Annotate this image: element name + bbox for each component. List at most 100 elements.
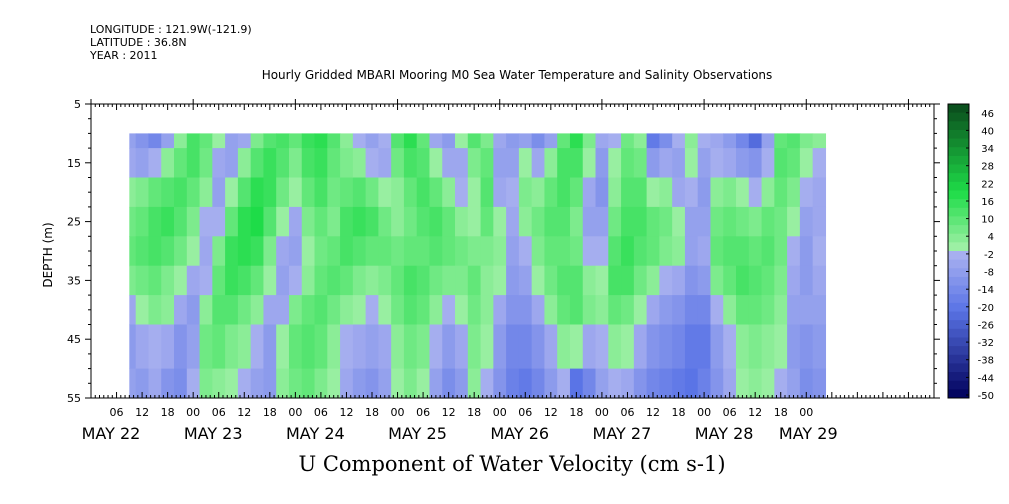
heatmap-cell xyxy=(365,133,379,149)
heatmap-cell xyxy=(799,177,814,208)
heatmap-cell xyxy=(557,133,571,149)
heatmap-cell xyxy=(723,265,737,296)
heatmap-cell xyxy=(148,148,162,179)
heatmap-cell xyxy=(129,295,137,326)
colorbar-band xyxy=(948,233,969,243)
y-tick-label: 5 xyxy=(74,98,81,111)
heatmap-cell xyxy=(237,265,252,296)
heatmap-cell xyxy=(212,236,226,267)
heatmap-cell xyxy=(659,133,673,149)
x-hour-tick-label: 18 xyxy=(672,406,686,419)
heatmap-cell xyxy=(646,133,660,149)
heatmap-cell xyxy=(186,295,201,326)
heatmap-cell xyxy=(199,177,213,208)
heatmap-cell xyxy=(506,206,520,237)
heatmap-cell xyxy=(748,324,763,370)
heatmap-cell xyxy=(250,236,265,267)
heatmap-cell xyxy=(633,265,648,296)
heatmap-cell xyxy=(467,177,482,208)
colorbar-level-label: 22 xyxy=(981,179,994,190)
heatmap-cell xyxy=(148,177,162,208)
heatmap-cell xyxy=(608,206,622,237)
heatmap-cell xyxy=(365,236,379,267)
heatmap-cell xyxy=(429,368,443,399)
heatmap-cell xyxy=(531,206,546,237)
heatmap-cell xyxy=(761,133,775,149)
heatmap-cell xyxy=(480,206,494,237)
x-hour-tick-label: 00 xyxy=(391,406,405,419)
heatmap-cell xyxy=(378,177,392,208)
heatmap-cell xyxy=(710,177,724,208)
colorbar-level-label: 46 xyxy=(981,109,994,120)
heatmap-cell xyxy=(225,236,239,267)
heatmap-cell xyxy=(186,177,201,208)
heatmap-cell xyxy=(403,324,418,370)
heatmap-cell xyxy=(212,133,226,149)
heatmap-cell xyxy=(301,133,316,149)
colorbar-band xyxy=(948,337,969,347)
heatmap-cell xyxy=(174,236,188,267)
heatmap-cell xyxy=(225,148,239,179)
heatmap-cell xyxy=(608,177,622,208)
heatmap-cell xyxy=(467,206,482,237)
heatmap-cell xyxy=(774,236,788,267)
heatmap-cell xyxy=(595,368,609,399)
heatmap-cell xyxy=(263,206,277,237)
heatmap-cell xyxy=(199,133,213,149)
heatmap-cell xyxy=(403,236,418,267)
heatmap-cell xyxy=(480,368,494,399)
heatmap-cell xyxy=(225,265,239,296)
heatmap-cell xyxy=(129,265,137,296)
heatmap-cell xyxy=(199,368,213,399)
heatmap-cell xyxy=(429,295,443,326)
heatmap-cell xyxy=(352,265,367,296)
heatmap-cell xyxy=(799,324,814,370)
heatmap-cell xyxy=(697,177,712,208)
heatmap-cell xyxy=(672,148,686,179)
heatmap-cell xyxy=(812,265,827,296)
heatmap-cell xyxy=(161,295,175,326)
colorbar-band xyxy=(948,346,969,356)
heatmap-cell xyxy=(723,206,737,237)
heatmap-cell xyxy=(748,206,763,237)
heatmap-cell xyxy=(237,206,252,237)
heatmap-cell xyxy=(135,368,150,399)
heatmap-cell xyxy=(135,265,150,296)
colorbar-variable-label: U Component of Water Velocity (cm s-1) xyxy=(298,452,726,476)
y-tick-label: 15 xyxy=(67,157,81,170)
heatmap-cell xyxy=(621,133,635,149)
heatmap-cell xyxy=(799,236,814,267)
heatmap-cell xyxy=(129,133,137,149)
heatmap-cell xyxy=(391,368,405,399)
x-hour-tick-label: 12 xyxy=(135,406,149,419)
heatmap-cell xyxy=(812,324,827,370)
heatmap-cell xyxy=(378,206,392,237)
colorbar-level-label: 28 xyxy=(981,162,994,173)
heatmap-cell xyxy=(314,133,328,149)
heatmap-cell xyxy=(135,133,150,149)
heatmap-cell xyxy=(455,177,469,208)
x-day-label: MAY 26 xyxy=(490,424,549,443)
heatmap-cell xyxy=(161,236,175,267)
heatmap-cell xyxy=(633,148,648,179)
heatmap-cell xyxy=(199,206,213,237)
heatmap-cell xyxy=(723,133,737,149)
heatmap-cell xyxy=(812,295,827,326)
heatmap-cell xyxy=(480,324,494,370)
colorbar-band xyxy=(948,259,969,269)
heatmap-cell xyxy=(518,133,533,149)
heatmap-cell xyxy=(186,324,201,370)
heatmap-cell xyxy=(697,368,712,399)
heatmap-cell xyxy=(812,177,827,208)
colorbar-level-label: 4 xyxy=(988,232,994,243)
colorbar-band xyxy=(948,121,969,131)
heatmap-cell xyxy=(340,265,354,296)
heatmap-cell xyxy=(467,148,482,179)
heatmap-cell xyxy=(672,265,686,296)
heatmap-cell xyxy=(135,206,150,237)
heatmap-cell xyxy=(301,148,316,179)
heatmap-cell xyxy=(442,324,456,370)
colorbar-level-label: -2 xyxy=(984,250,994,261)
heatmap-cell xyxy=(582,265,597,296)
